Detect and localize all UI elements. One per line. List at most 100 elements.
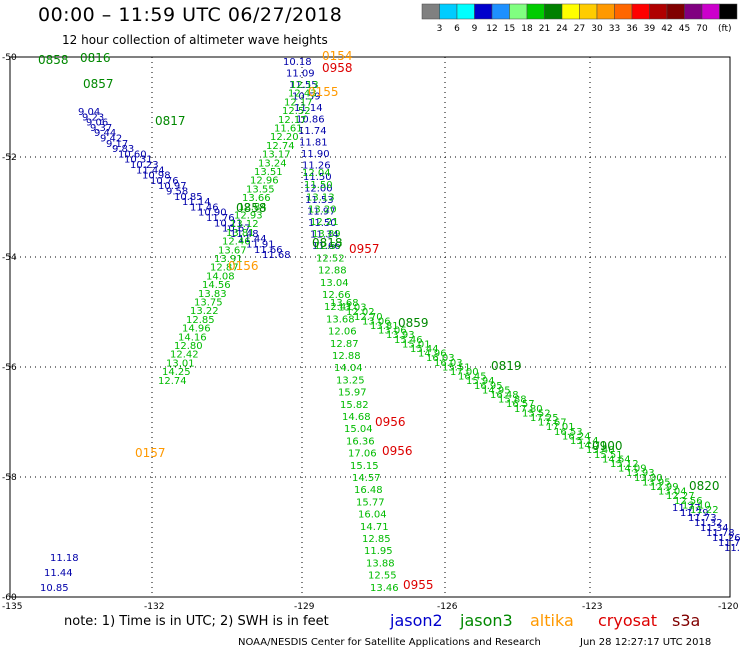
- swh-value: 13.68: [326, 314, 355, 325]
- swh-value: 12.52: [282, 106, 311, 117]
- legend-label: 33: [609, 24, 620, 34]
- legend-label: 18: [521, 24, 533, 34]
- swh-value: 9.23: [82, 112, 104, 123]
- time-tag: 0858: [38, 53, 69, 67]
- time-tag: 0955: [403, 578, 434, 592]
- swh-value: 15.01: [402, 339, 431, 350]
- legend-label: 6: [454, 24, 460, 34]
- swh-value: 16.03: [426, 353, 455, 364]
- legend-swatch: [421, 3, 440, 20]
- swh-value: 10.85: [174, 192, 203, 203]
- swh-value: 11.68: [262, 250, 291, 261]
- swh-value: 13.13: [306, 192, 335, 203]
- legend-swatch: [439, 3, 458, 20]
- swh-value: 12.99: [650, 482, 679, 493]
- note-text: note: 1) Time is in UTC; 2) SWH is in fe…: [64, 614, 329, 629]
- swh-value: 16.03: [434, 358, 463, 369]
- swh-value: 11.32: [694, 518, 723, 529]
- legend-swatch: [666, 3, 685, 20]
- time-tag: 0956: [382, 444, 413, 458]
- swh-value: 16.36: [346, 436, 375, 447]
- time-tag: 0154: [322, 49, 353, 63]
- satellite-name: cryosat: [598, 611, 657, 630]
- swh-value: 11.71: [718, 538, 740, 549]
- swh-value: 11.74: [298, 126, 327, 137]
- swh-value: 14.09: [618, 464, 647, 475]
- swh-value: 13.25: [336, 375, 365, 386]
- swh-value: 13.75: [194, 298, 223, 309]
- time-tag: 0858: [236, 201, 267, 215]
- swh-value: 12.27: [666, 491, 695, 502]
- swh-value: 15.97: [338, 388, 367, 399]
- swh-value: 10.67: [222, 224, 251, 235]
- time-tag: 0817: [155, 114, 186, 128]
- swh-value: 12.87: [210, 263, 239, 274]
- lat-label: -56: [2, 363, 17, 373]
- swh-value: 13.89: [312, 229, 341, 240]
- legend-label: 45: [679, 24, 690, 34]
- swh-value: 16.95: [474, 381, 503, 392]
- swh-value: 11.66: [312, 241, 341, 252]
- swh-value: 10.76: [150, 176, 179, 187]
- time-tag: 0857: [83, 77, 114, 91]
- time-tag: 0958: [322, 61, 353, 75]
- swh-value: 12.85: [362, 534, 391, 545]
- swh-value: 13.67: [218, 245, 247, 256]
- satellite-names: jason2 jason3 altika cryosat s3a: [389, 611, 700, 630]
- time-tag: 0957: [349, 242, 380, 256]
- swh-value: 13.55: [246, 184, 275, 195]
- swh-value: 13.06: [362, 316, 391, 327]
- legend-swatch: [614, 3, 633, 20]
- swh-value: 12.13: [290, 80, 319, 91]
- swh-value: 11.44: [44, 568, 73, 579]
- swh-value: 15.14: [570, 436, 599, 447]
- swh-value: 13.01: [166, 358, 195, 369]
- swh-value: 16.24: [562, 431, 591, 442]
- swh-value: 15.04: [344, 424, 373, 435]
- swh-value: 12.74: [158, 376, 187, 387]
- swh-value: 14.25: [162, 367, 191, 378]
- swh-value: 14.68: [342, 412, 371, 423]
- legend-swatch: [509, 3, 528, 20]
- swh-value: 14.57: [352, 473, 381, 484]
- legend-swatch: [544, 3, 563, 20]
- swh-value: 10.97: [158, 181, 187, 192]
- swh-value: 12.20: [270, 132, 299, 143]
- swh-value: 13.95: [642, 477, 671, 488]
- swh-value: 11.46: [190, 202, 219, 213]
- time-tag: 0900: [592, 439, 623, 453]
- swh-value: 11.91: [246, 240, 275, 251]
- swh-value: 12.96: [250, 176, 279, 187]
- swh-value: 11.32: [724, 543, 740, 554]
- swh-value: 11.53: [305, 195, 334, 206]
- swh-value: 11.26: [302, 161, 331, 172]
- legend-label: 9: [472, 24, 478, 34]
- lon-label: -129: [294, 602, 315, 612]
- swh-value: 12.10: [682, 500, 711, 511]
- swh-value: 11.61: [274, 124, 303, 135]
- time-tag: 0819: [491, 359, 522, 373]
- swh-value: 13.06: [378, 326, 407, 337]
- swh-value: 15.51: [442, 362, 471, 373]
- swh-value: 12.88: [318, 266, 347, 277]
- swh-value: 11.50: [304, 180, 333, 191]
- swh-value: 15.46: [394, 335, 423, 346]
- swh-value: 13.66: [242, 193, 271, 204]
- swh-value: 15.77: [356, 497, 385, 508]
- swh-value: 14.08: [206, 271, 235, 282]
- swh-value: 11.18: [50, 553, 79, 564]
- legend-swatch: [561, 3, 580, 20]
- swh-value: 16.48: [490, 390, 519, 401]
- legend-swatch: [596, 3, 615, 20]
- swh-value: 14.96: [418, 349, 447, 360]
- swh-value: 11.09: [286, 69, 315, 80]
- swh-value: 11.78: [706, 528, 735, 539]
- swh-value: 12.43: [288, 89, 317, 100]
- swh-value: 12.57: [314, 241, 343, 252]
- swh-value: 11.81: [299, 138, 328, 149]
- swh-value: 11.14: [294, 103, 323, 114]
- satellite-name: altika: [530, 611, 574, 630]
- swh-value: 12.80: [174, 341, 203, 352]
- swh-value: 11.55: [289, 80, 318, 91]
- swh-value: 11.26: [712, 533, 740, 544]
